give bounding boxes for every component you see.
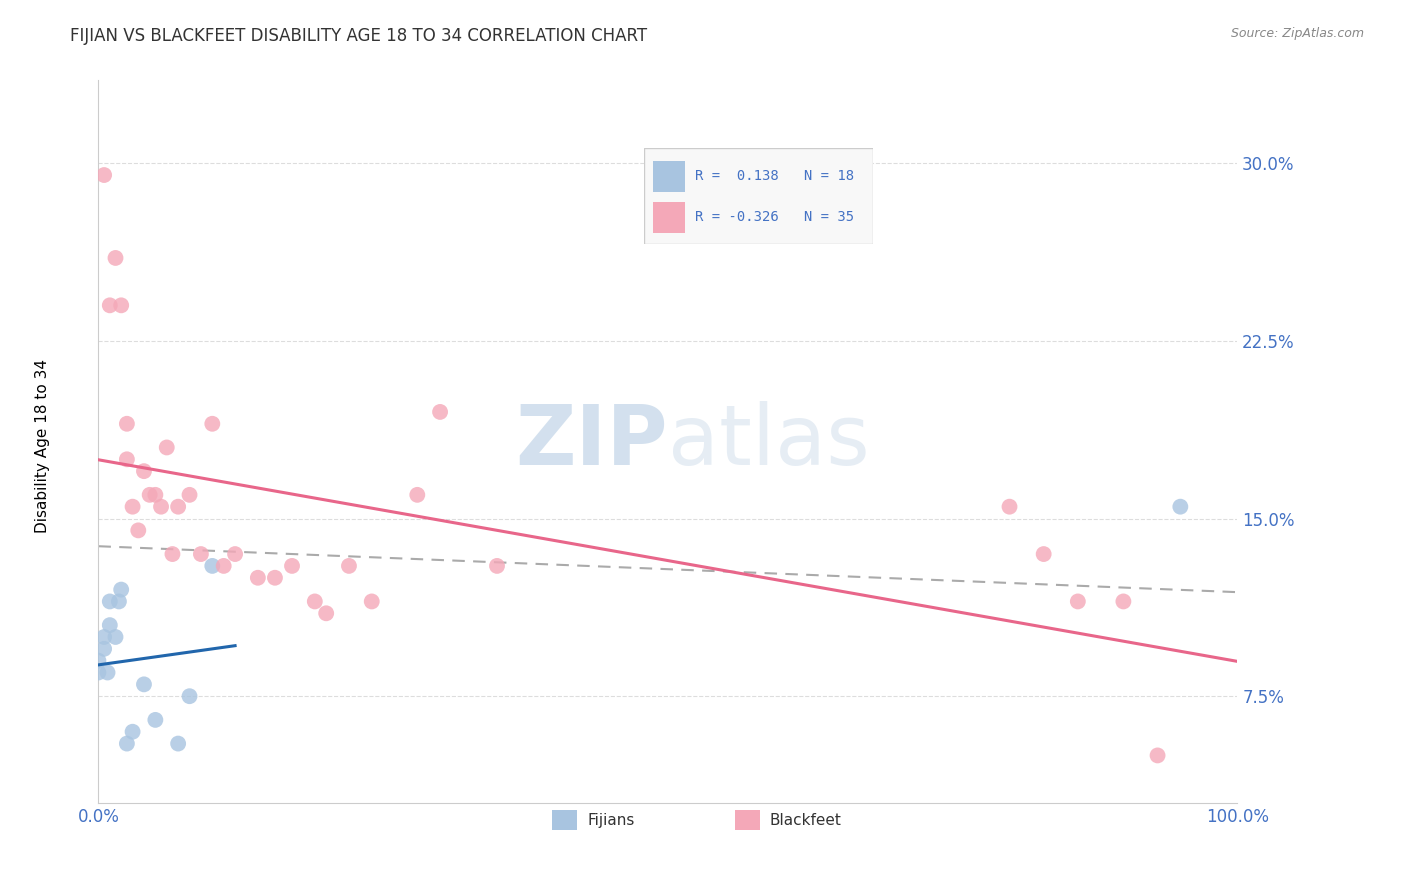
Point	[264, 571, 287, 585]
Point	[1146, 748, 1168, 763]
Bar	[654, 202, 686, 233]
Point	[108, 594, 131, 608]
Point	[1032, 547, 1054, 561]
Point	[212, 558, 235, 573]
Point	[132, 677, 155, 691]
Point	[162, 547, 184, 561]
Point	[429, 405, 451, 419]
Point	[145, 713, 167, 727]
Point	[110, 582, 132, 597]
Text: ZIP: ZIP	[516, 401, 668, 482]
Point	[156, 441, 179, 455]
Point	[93, 630, 115, 644]
Point	[337, 558, 360, 573]
Bar	[654, 161, 686, 192]
Text: R =  0.138   N = 18: R = 0.138 N = 18	[695, 169, 853, 183]
Text: R = -0.326   N = 35: R = -0.326 N = 35	[695, 211, 853, 225]
Point	[110, 298, 132, 312]
Point	[145, 488, 167, 502]
Point	[132, 464, 155, 478]
Point	[150, 500, 173, 514]
Point	[167, 737, 190, 751]
Text: Fijians: Fijians	[588, 814, 634, 828]
Point	[98, 618, 121, 632]
Point	[98, 594, 121, 608]
Text: atlas: atlas	[668, 401, 869, 482]
Point	[121, 500, 143, 514]
Point	[93, 641, 115, 656]
Point	[1170, 500, 1192, 514]
Text: FIJIAN VS BLACKFEET DISABILITY AGE 18 TO 34 CORRELATION CHART: FIJIAN VS BLACKFEET DISABILITY AGE 18 TO…	[70, 27, 647, 45]
Point	[98, 298, 121, 312]
Point	[486, 558, 509, 573]
Point	[304, 594, 326, 608]
Text: Source: ZipAtlas.com: Source: ZipAtlas.com	[1230, 27, 1364, 40]
Point	[115, 452, 138, 467]
Point	[360, 594, 382, 608]
Text: Blackfeet: Blackfeet	[770, 814, 842, 828]
Point	[104, 251, 127, 265]
Point	[1112, 594, 1135, 608]
Point	[179, 689, 201, 703]
Point	[246, 571, 269, 585]
Point	[115, 417, 138, 431]
Point	[93, 168, 115, 182]
Point	[127, 524, 149, 538]
Point	[96, 665, 118, 680]
Point	[138, 488, 160, 502]
Text: Disability Age 18 to 34: Disability Age 18 to 34	[35, 359, 49, 533]
Point	[167, 500, 190, 514]
Point	[201, 417, 224, 431]
Point	[87, 665, 110, 680]
Point	[1067, 594, 1090, 608]
Point	[179, 488, 201, 502]
Point	[315, 607, 337, 621]
Point	[406, 488, 429, 502]
Point	[121, 724, 143, 739]
Point	[224, 547, 246, 561]
Point	[115, 737, 138, 751]
Point	[281, 558, 304, 573]
Point	[104, 630, 127, 644]
Point	[190, 547, 212, 561]
FancyBboxPatch shape	[644, 148, 873, 244]
Point	[998, 500, 1021, 514]
Point	[87, 654, 110, 668]
Point	[201, 558, 224, 573]
